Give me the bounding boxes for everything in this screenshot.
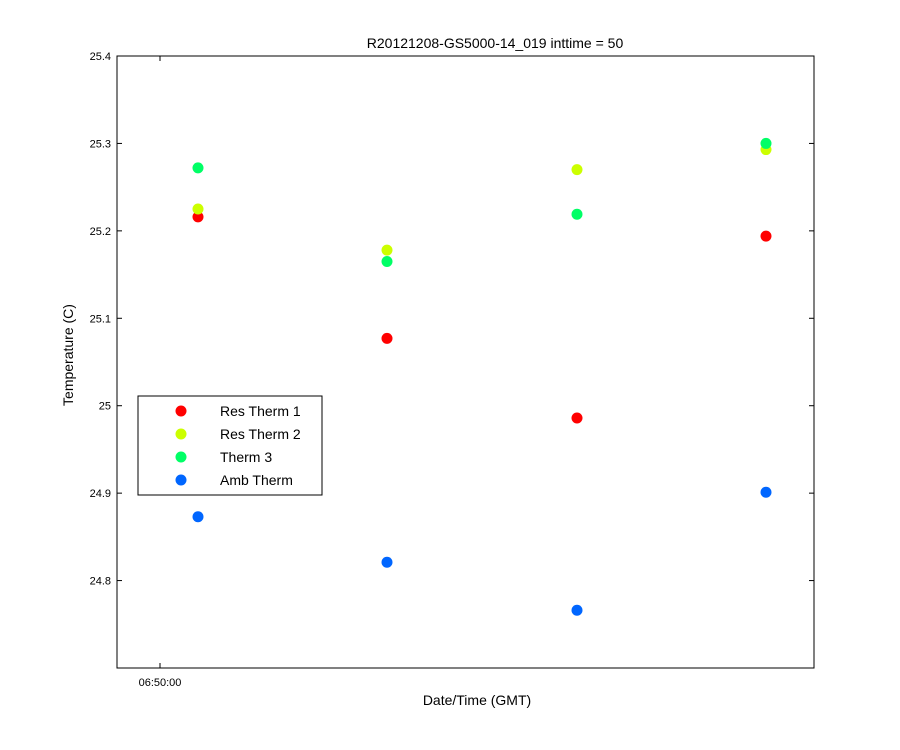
point-res-therm-2	[381, 244, 393, 256]
x-axis-ticks: 06:50:00	[139, 56, 182, 689]
y-tick-label: 25.3	[90, 138, 111, 150]
y-tick-label: 24.9	[90, 488, 111, 500]
chart-title: R20121208-GS5000-14_019 inttime = 50	[367, 35, 624, 51]
data-points	[192, 137, 772, 616]
x-axis-label: Date/Time (GMT)	[423, 692, 531, 708]
plot-frame	[116, 55, 815, 669]
y-tick-label: 24.8	[90, 576, 111, 588]
legend-label: Therm 3	[220, 449, 272, 465]
legend-marker	[175, 405, 187, 417]
point-res-therm-1	[192, 211, 204, 223]
point-amb-therm	[192, 511, 204, 523]
y-tick-label: 25.4	[90, 51, 111, 63]
y-axis-label: Temperature (C)	[60, 304, 76, 406]
legend-label: Amb Therm	[220, 472, 293, 488]
legend-label: Res Therm 2	[220, 426, 301, 442]
legend-marker	[175, 451, 187, 463]
point-therm-3	[760, 137, 772, 149]
y-tick-label: 25	[99, 401, 111, 413]
point-res-therm-1	[571, 412, 583, 424]
point-therm-3	[192, 162, 204, 174]
legend-marker	[175, 428, 187, 440]
legend-label: Res Therm 1	[220, 403, 301, 419]
point-therm-3	[381, 255, 393, 267]
point-res-therm-1	[760, 230, 772, 242]
legend: Res Therm 1 Res Therm 2 Therm 3 Amb Therm	[137, 395, 323, 496]
point-amb-therm	[760, 486, 772, 498]
point-res-therm-2	[192, 203, 204, 215]
y-tick-label: 25.1	[90, 313, 111, 325]
point-amb-therm	[381, 556, 393, 568]
y-tick-label: 25.2	[90, 226, 111, 238]
legend-marker	[175, 474, 187, 486]
x-tick-label: 06:50:00	[139, 677, 182, 689]
point-res-therm-1	[381, 332, 393, 344]
legend-box	[137, 395, 323, 496]
point-res-therm-2	[571, 164, 583, 176]
point-therm-3	[571, 208, 583, 220]
y-axis-ticks: 24.8 24.9 25 25.1 25.2 25.3 25.4	[90, 51, 814, 588]
point-amb-therm	[571, 604, 583, 616]
